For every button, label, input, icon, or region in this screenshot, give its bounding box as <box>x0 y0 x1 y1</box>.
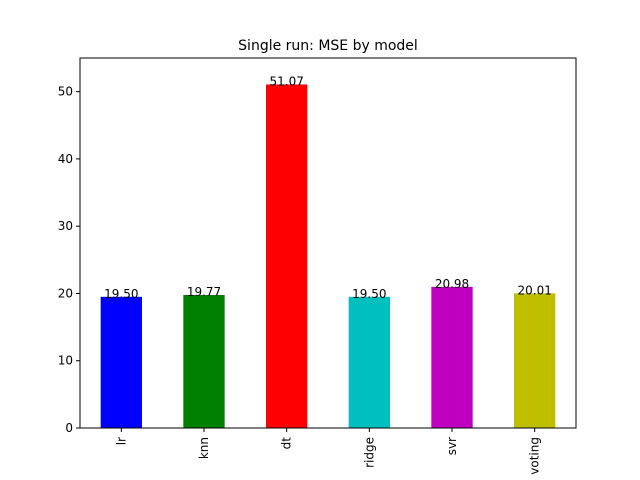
bar-dt <box>266 84 308 429</box>
bar-labels-group: 19.50 19.77 51.07 19.50 20.98 20.01 <box>104 74 552 300</box>
x-tick-label-svr: svr <box>445 437 459 455</box>
bar-voting <box>514 293 556 428</box>
bar-value-label-ridge: 19.50 <box>352 287 386 301</box>
x-tick-label-dt: dt <box>280 437 294 450</box>
bar-value-label-knn: 19.77 <box>187 285 221 299</box>
bar-svr <box>431 286 473 428</box>
y-tick-label-40: 40 <box>58 152 73 166</box>
bar-value-label-voting: 20.01 <box>517 283 551 297</box>
bars-group <box>100 84 556 429</box>
x-tick-label-voting: voting <box>528 437 542 475</box>
bar-value-label-dt: 51.07 <box>269 74 303 88</box>
x-tick-label-lr: lr <box>114 437 128 445</box>
y-tick-label-30: 30 <box>58 219 73 233</box>
bar-value-label-svr: 20.98 <box>435 277 469 291</box>
x-tick-label-ridge: ridge <box>362 437 376 468</box>
chart-title: Single run: MSE by model <box>238 38 418 54</box>
plot-frame <box>79 57 577 429</box>
x-tick-label-knn: knn <box>197 437 211 459</box>
bar-knn <box>183 295 225 428</box>
y-tick-label-0: 0 <box>65 421 73 435</box>
y-tick-label-20: 20 <box>58 286 73 300</box>
y-tick-label-50: 50 <box>58 85 73 99</box>
y-axis: 0 10 20 30 40 50 <box>58 85 80 435</box>
bar-ridge <box>348 296 390 428</box>
x-axis: lr knn dt ridge svr voting <box>114 428 542 475</box>
bar-value-label-lr: 19.50 <box>104 287 138 301</box>
y-tick-label-10: 10 <box>58 354 73 368</box>
bar-lr <box>100 296 142 428</box>
